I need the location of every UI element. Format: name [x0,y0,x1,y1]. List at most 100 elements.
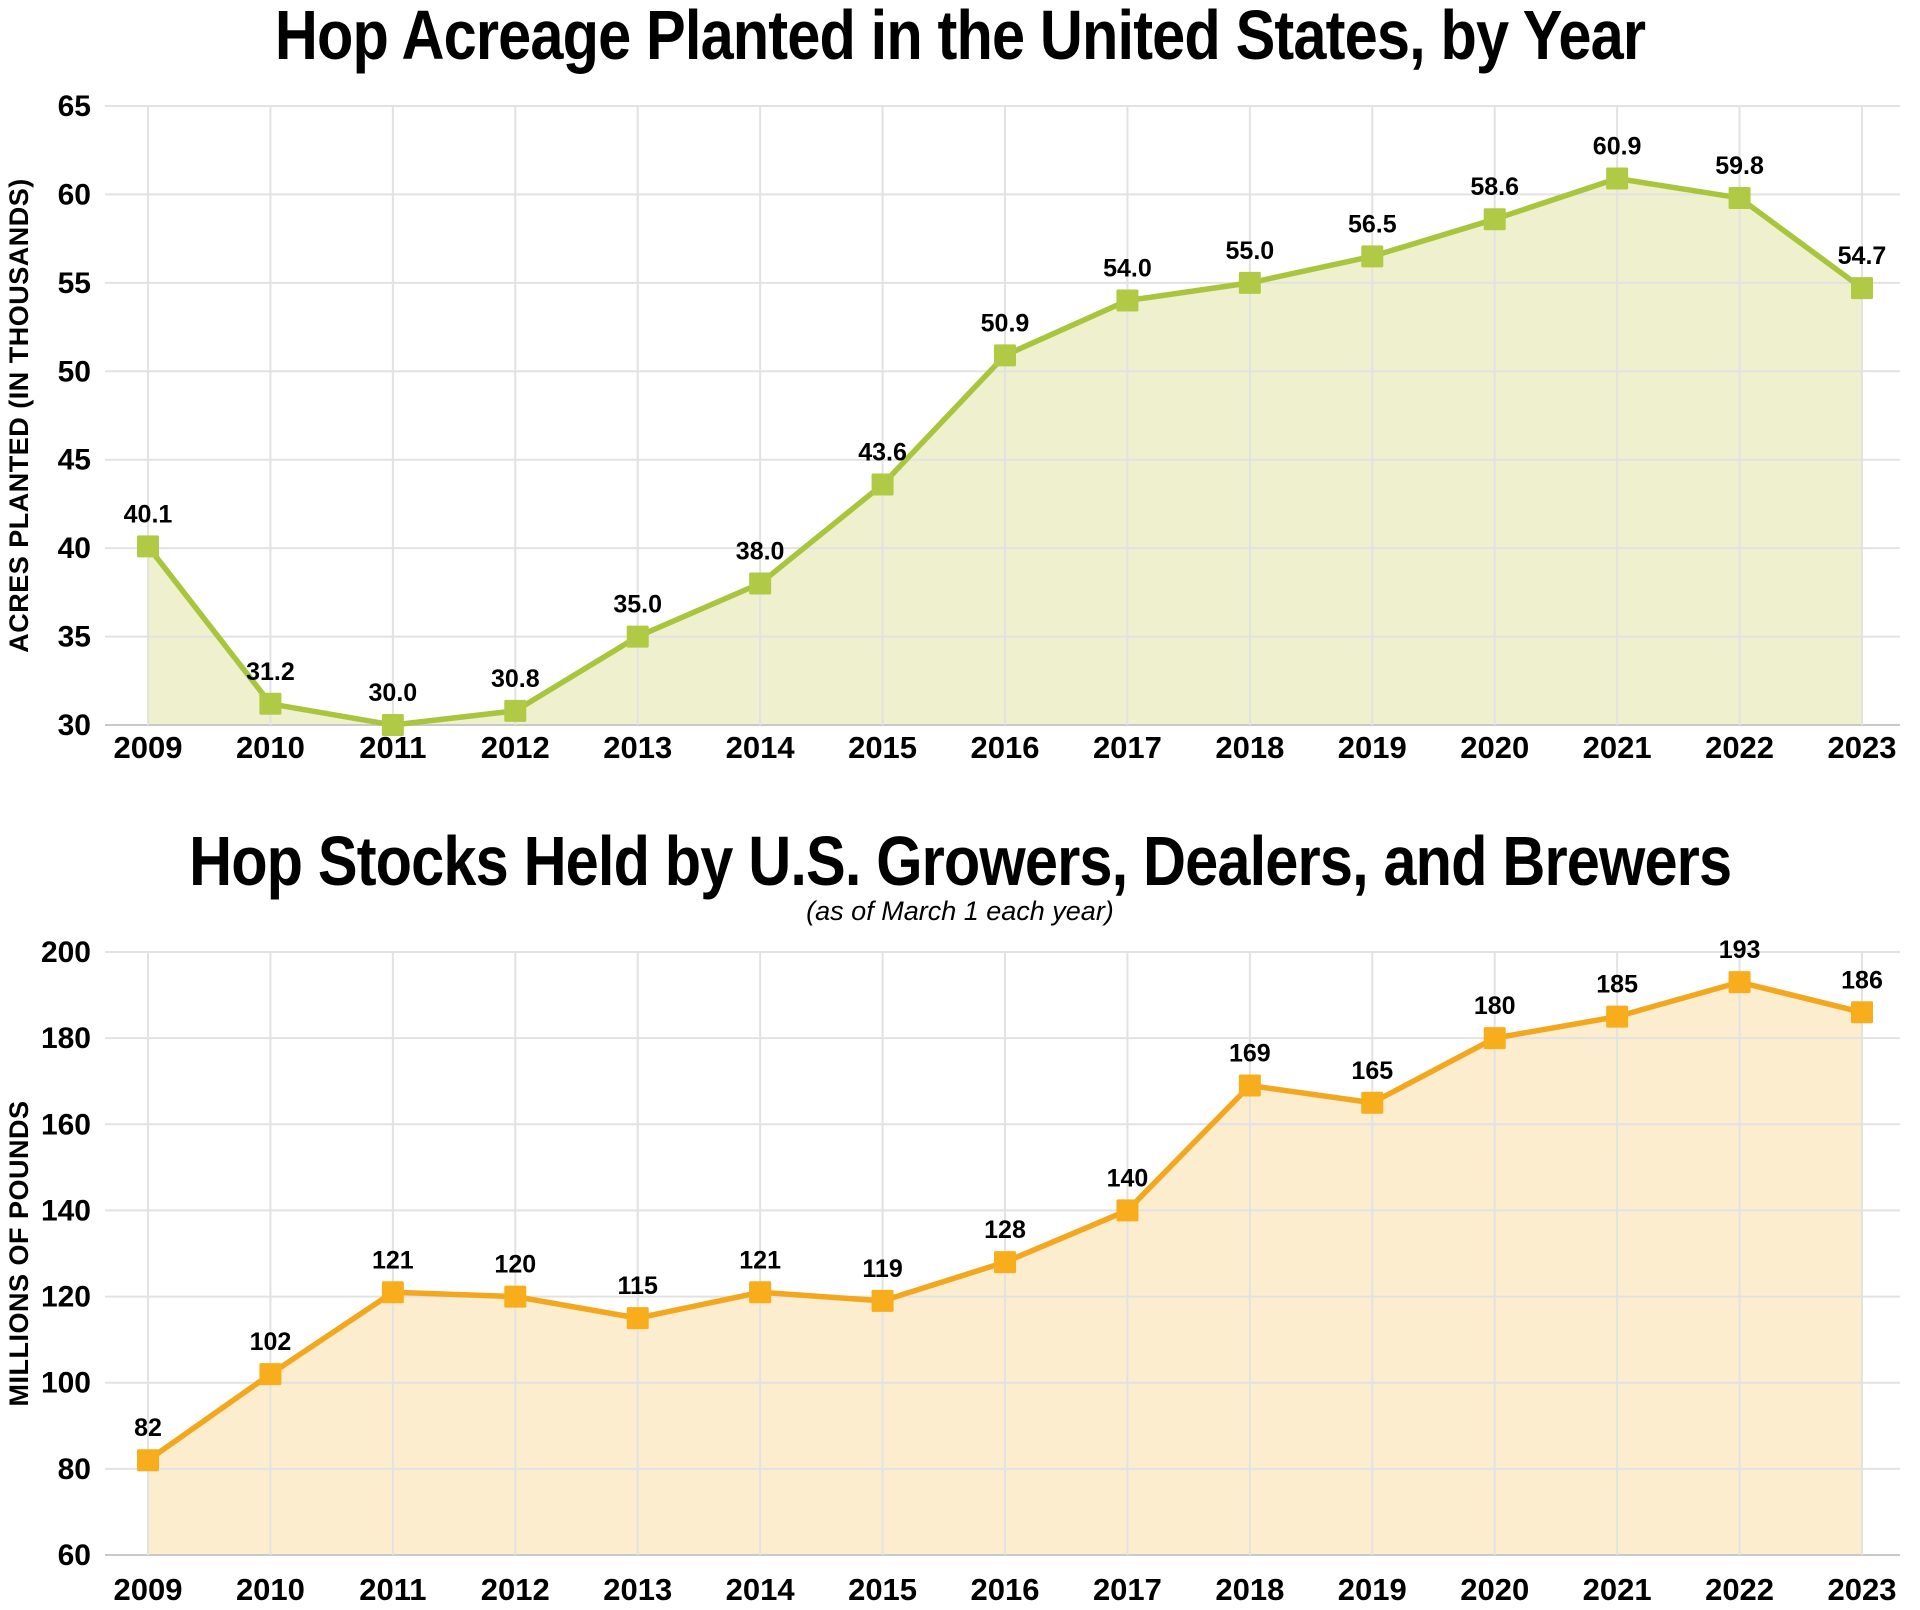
data-point-marker [137,535,159,558]
data-point-label: 165 [1351,1057,1393,1085]
x-axis-label: 2012 [481,1572,550,1607]
x-axis-label: 2013 [603,730,672,765]
data-point-marker [1116,289,1139,312]
acreage-chart-title: Hop Acreage Planted in the United States… [0,0,1920,74]
data-point-label: 121 [372,1246,414,1274]
y-tick-label: 45 [58,444,91,477]
y-tick-label: 35 [58,621,91,654]
x-axis-label: 2019 [1338,730,1407,765]
x-axis-label: 2017 [1093,730,1162,765]
data-point-label: 55.0 [1226,237,1275,265]
y-tick-label: 60 [58,178,91,211]
x-axis-label: 2021 [1583,1572,1652,1607]
stocks-chart-title: Hop Stocks Held by U.S. Growers, Dealers… [0,822,1920,900]
stocks-chart-subtitle: (as of March 1 each year) [806,896,1114,926]
data-point-marker [1361,1091,1384,1114]
data-point-label: 30.0 [369,679,418,707]
data-point-label: 59.8 [1715,152,1764,180]
x-axis-label: 2019 [1338,1572,1407,1607]
stocks-line-chart: 60 80 100 120 140 160 180 200 2009 2010 2011 2012 20… [4,936,1900,1607]
data-point-label: 121 [739,1246,781,1274]
x-axis-label: 2023 [1828,1572,1897,1607]
data-point-label: 58.6 [1470,173,1519,201]
data-point-marker [1606,1005,1629,1028]
data-point-label: 31.2 [246,658,295,686]
data-point-label: 50.9 [981,309,1030,337]
y-tick-label: 200 [41,936,91,969]
data-point-label: 120 [494,1251,536,1279]
x-axis-label: 2013 [603,1572,672,1607]
y-tick-label: 30 [58,709,91,742]
data-point-label: 119 [862,1255,902,1283]
y-axis-title: ACRES PLANTED (IN THOUSANDS) [4,178,34,653]
data-point-label: 54.7 [1838,242,1887,270]
data-point-marker [259,692,282,715]
y-tick-label: 50 [58,355,91,388]
data-point-marker [1851,1001,1873,1024]
x-axis-label: 2017 [1093,1572,1162,1607]
data-point-marker [871,473,894,496]
x-axis-label: 2022 [1705,1572,1774,1607]
data-point-marker [871,1289,894,1312]
data-point-marker [504,699,527,722]
x-axis-label: 2014 [726,730,796,765]
data-point-marker [381,1281,404,1304]
y-tick-label: 160 [41,1108,91,1141]
data-point-marker [1361,245,1384,268]
data-point-label: 140 [1107,1164,1149,1192]
y-tick-label: 60 [58,1539,91,1572]
data-point-label: 169 [1229,1040,1271,1068]
x-axis-label: 2010 [236,1572,305,1607]
data-point-marker [749,572,772,595]
y-tick-label: 100 [41,1367,91,1400]
x-axis-label: 2016 [971,1572,1040,1607]
y-tick-label: 180 [41,1022,91,1055]
data-point-label: 35.0 [613,591,662,619]
x-axis-label: 2014 [726,1572,796,1607]
y-tick-label: 65 [58,90,91,123]
data-point-label: 38.0 [736,538,785,566]
data-point-marker [137,1449,159,1472]
y-tick-label: 40 [58,532,91,565]
data-point-label: 102 [250,1328,292,1356]
data-point-marker [1238,1074,1261,1097]
x-axis-label: 2010 [236,730,305,765]
data-point-marker [1851,277,1873,300]
x-axis-label: 2023 [1828,730,1897,765]
data-point-marker [1728,971,1751,994]
data-point-label: 115 [618,1272,658,1300]
data-point-marker [626,1307,649,1330]
x-axis-label: 2018 [1215,1572,1284,1607]
data-point-marker [1238,271,1261,294]
data-point-label: 43.6 [858,438,907,466]
x-axis-label: 2012 [481,730,550,765]
x-axis-label: 2009 [114,1572,183,1607]
x-axis-label: 2018 [1215,730,1284,765]
data-point-marker [1116,1199,1139,1222]
data-point-marker [1483,208,1506,231]
data-point-marker [1728,186,1751,209]
data-point-label: 82 [134,1414,162,1442]
data-point-marker [749,1281,772,1304]
data-point-label: 56.5 [1348,210,1397,238]
data-point-label: 60.9 [1593,133,1642,161]
data-point-marker [626,625,649,648]
stocks-chart-title-text: Hop Stocks Held by U.S. Growers, Dealers… [188,822,1732,900]
x-axis-label: 2015 [848,730,917,765]
x-axis-label: 2021 [1583,730,1652,765]
acreage-chart-title-text: Hop Acreage Planted in the United States… [274,0,1646,74]
data-point-label: 128 [984,1216,1026,1244]
x-axis-label: 2020 [1460,730,1529,765]
y-tick-label: 120 [41,1281,91,1314]
data-point-marker [1606,167,1629,190]
x-axis-label: 2015 [848,1572,917,1607]
x-axis-label: 2020 [1460,1572,1529,1607]
data-point-label: 40.1 [124,500,173,528]
x-axis-label: 2009 [114,730,183,765]
y-tick-label: 55 [58,267,91,300]
data-point-label: 180 [1474,992,1516,1020]
data-point-marker [994,1251,1016,1274]
data-point-label: 30.8 [491,665,540,693]
